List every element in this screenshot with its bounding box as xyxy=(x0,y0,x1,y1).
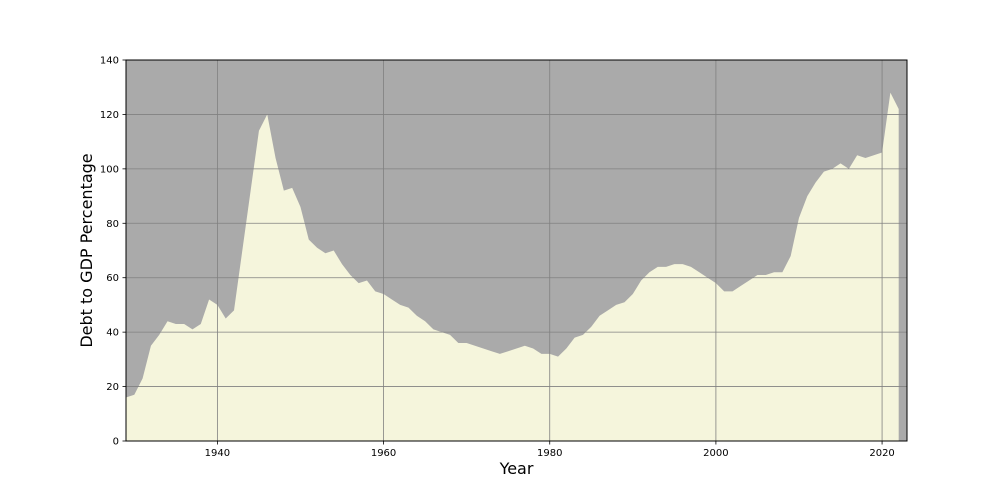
x-tick-label: 1980 xyxy=(537,448,562,459)
y-tick-label: 40 xyxy=(106,328,119,339)
y-tick-label: 60 xyxy=(106,273,119,284)
y-tick-label: 140 xyxy=(100,56,119,67)
x-axis-label: Year xyxy=(499,459,534,478)
y-axis-label: Debt to GDP Percentage xyxy=(77,153,96,347)
y-tick-label: 0 xyxy=(113,437,119,448)
x-tick-label: 1960 xyxy=(371,448,396,459)
y-tick-label: 120 xyxy=(100,110,119,121)
x-tick-label: 2020 xyxy=(869,448,894,459)
y-tick-label: 80 xyxy=(106,219,119,230)
y-axis-ticks: 0 20 40 60 80 100 120 140 xyxy=(100,56,126,448)
y-tick-label: 20 xyxy=(106,382,119,393)
x-tick-label: 1940 xyxy=(205,448,230,459)
y-tick-label: 100 xyxy=(100,164,119,175)
plot-frame xyxy=(125,59,908,442)
debt-area xyxy=(126,92,899,441)
x-tick-label: 2000 xyxy=(703,448,728,459)
x-axis-ticks: 1940 1960 1980 2000 2020 xyxy=(205,441,895,459)
